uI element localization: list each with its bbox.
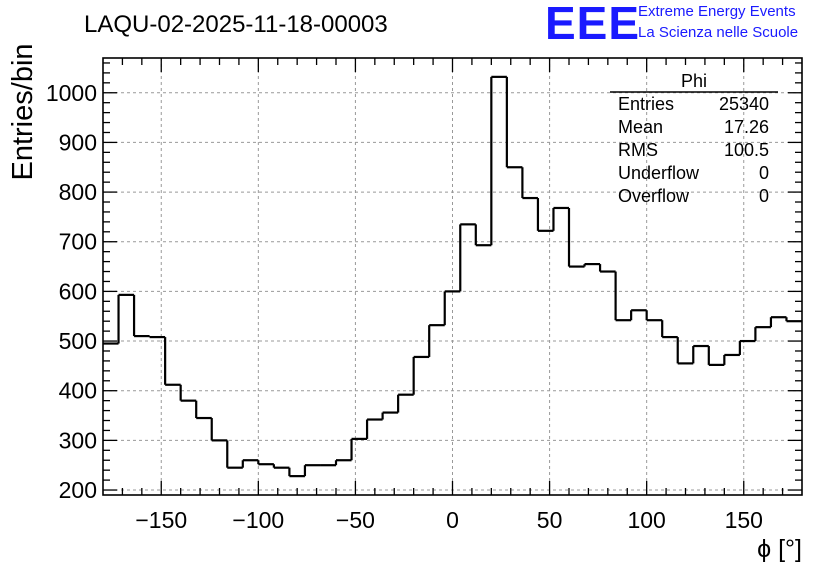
- stats-value: 25340: [719, 94, 769, 114]
- y-tick-label: 1000: [46, 80, 97, 106]
- stats-label: Entries: [618, 94, 674, 114]
- stats-label: RMS: [618, 140, 658, 160]
- logo-line-2: La Scienza nelle Scuole: [638, 24, 799, 41]
- eee-logo: EEE: [545, 0, 641, 49]
- y-tick-label: 900: [59, 129, 97, 155]
- stats-label: Underflow: [618, 163, 700, 183]
- x-tick-label: −100: [232, 507, 284, 533]
- x-tick-label: 0: [446, 507, 459, 533]
- stats-value: 0: [759, 186, 769, 206]
- y-axis-label: Entries/bin: [7, 43, 39, 180]
- y-tick-label: 600: [59, 278, 97, 304]
- x-tick-label: 50: [537, 507, 563, 533]
- x-axis-label: ϕ [°]: [757, 535, 802, 563]
- x-tick-label: 150: [725, 507, 763, 533]
- grid-lines: [103, 58, 802, 495]
- y-tick-label: 200: [59, 477, 97, 503]
- chart-title: LAQU-02-2025-11-18-00003: [84, 11, 388, 38]
- stats-box: Phi Entries 25340 Mean 17.26 RMS 100.5 Underfl…: [610, 71, 778, 206]
- stats-value: 0: [759, 163, 769, 183]
- y-tick-label: 800: [59, 179, 97, 205]
- stats-value: 100.5: [724, 140, 769, 160]
- y-tick-label: 400: [59, 378, 97, 404]
- stats-label: Mean: [618, 117, 663, 137]
- stats-label: Overflow: [618, 186, 690, 206]
- stats-rows: Entries 25340 Mean 17.26 RMS 100.5 Underflow 0 O…: [618, 94, 769, 206]
- x-tick-label: −50: [336, 507, 375, 533]
- stats-value: 17.26: [724, 117, 769, 137]
- y-tick-label: 300: [59, 427, 97, 453]
- stats-title: Phi: [681, 71, 707, 91]
- y-tick-label: 500: [59, 328, 97, 354]
- histogram-bins: [103, 75, 802, 478]
- tick-labels: −150 −100 −50 0 50 100 150 200 300 400 500 600 700 80…: [46, 80, 763, 533]
- x-tick-label: −150: [135, 507, 187, 533]
- plot-frame: [102, 57, 803, 496]
- x-tick-label: 100: [627, 507, 665, 533]
- y-tick-label: 700: [59, 229, 97, 255]
- logo-line-1: Extreme Energy Events: [638, 3, 796, 20]
